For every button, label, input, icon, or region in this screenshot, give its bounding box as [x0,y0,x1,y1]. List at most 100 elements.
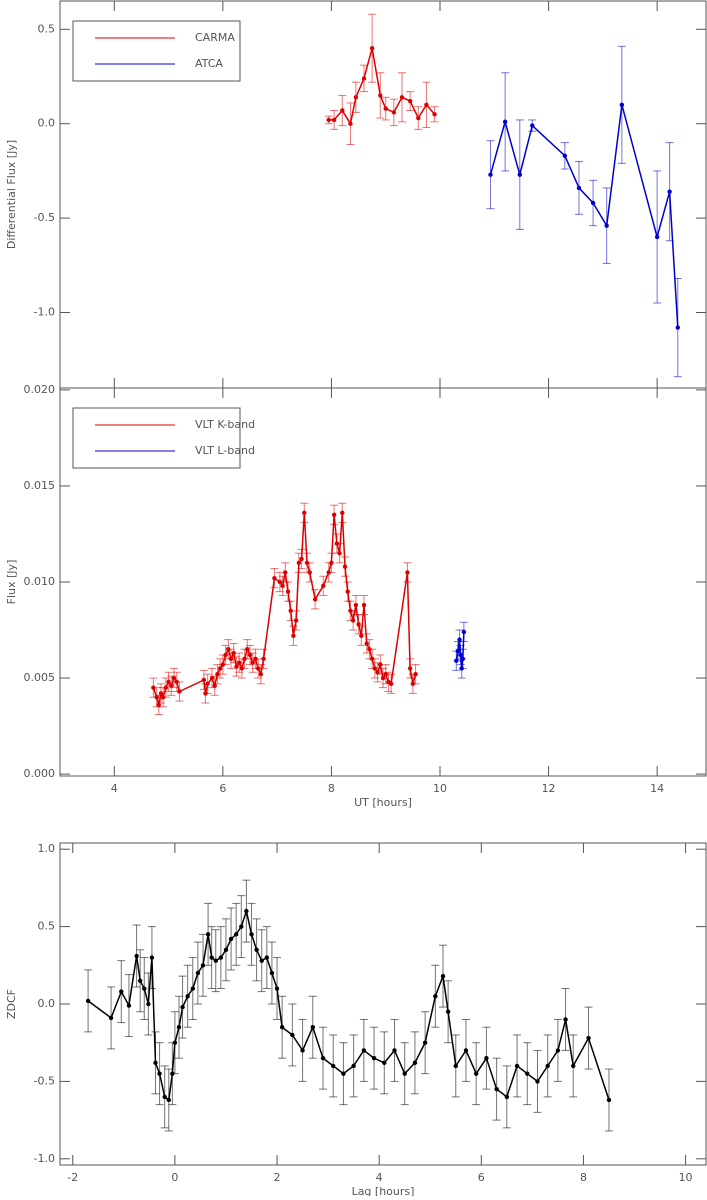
data-point [380,675,386,681]
data-point [299,556,304,562]
data-point [253,656,258,662]
data-point [285,589,291,594]
data-point [169,683,174,688]
x-tick-label: 8 [580,1171,587,1184]
y-tick-label: 0.5 [38,920,56,933]
x-tick-label: 4 [111,782,118,795]
data-point [146,1001,151,1007]
data-point [185,994,190,999]
data-point [453,1063,458,1069]
data-point [586,1035,591,1041]
data-point [361,602,367,608]
data-point [440,973,446,979]
data-point [460,656,465,662]
data-point [350,618,356,623]
data-point [388,681,394,687]
data-point [326,570,331,575]
data-point [156,702,161,708]
data-point [619,102,625,108]
data-point [259,958,264,963]
data-point [162,1094,167,1100]
data-point [361,1048,367,1053]
x-tick-label: 10 [433,782,447,795]
data-point [369,45,375,51]
data-point [226,647,231,652]
data-point [517,172,522,177]
data-point [223,652,228,658]
data-point [231,650,236,656]
data-point [170,1071,175,1076]
y-tick-label: 1.0 [38,842,56,855]
data-point [261,656,266,662]
data-point [457,637,462,642]
data-point [502,119,508,125]
x-tick-label: 8 [328,782,335,795]
data-point [372,666,378,671]
data-point [291,633,296,638]
data-point [195,970,201,976]
data-point [555,1048,561,1053]
data-point [590,200,596,206]
data-point [307,570,312,575]
data-point [288,608,293,614]
data-point [402,1071,407,1076]
legend-label: CARMA [195,31,235,44]
data-line [489,104,679,328]
data-point [245,647,250,652]
y-tick-label: -0.5 [34,1074,55,1087]
data-point [217,666,223,671]
data-point [157,1071,162,1076]
data-point [209,675,215,681]
data-point [331,117,337,123]
data-point [249,932,254,937]
data-point [290,1032,295,1038]
data-point [412,1060,418,1066]
data-point [205,932,211,937]
data-point [223,947,229,953]
data-point [280,583,285,589]
data-point [371,1055,377,1061]
data-point [201,677,207,683]
x-tick-label: 6 [219,782,226,795]
x-tick-label: -2 [67,1171,78,1184]
data-point [488,172,493,177]
data-point [158,691,164,696]
data-point [190,986,195,991]
data-point [320,1055,326,1061]
data-point [234,664,239,669]
data-point [341,1071,346,1076]
y-tick-label: -1.0 [34,305,55,318]
data-point [382,1060,387,1066]
data-point [180,1004,185,1010]
data-point [675,325,680,330]
data-point [236,660,242,665]
data-point [399,95,405,100]
data-point [272,575,277,581]
data-line [87,908,610,1102]
data-point [422,1040,428,1045]
data-point [459,666,464,671]
y-tick-label: 0.010 [24,575,56,588]
y-tick-label: 0.015 [24,479,56,492]
data-point [209,955,214,960]
data-point [242,656,247,662]
data-point [348,121,353,126]
data-point [126,1003,132,1008]
data-point [142,986,147,991]
data-point [220,662,226,667]
data-point [383,671,388,677]
y-tick-label: 0.0 [38,117,56,130]
data-point [525,1071,530,1076]
data-point [535,1079,540,1084]
y-tick-label: 0.020 [24,383,56,396]
data-point [247,652,253,658]
y-axis-label: ZDCF [5,989,18,1019]
data-point [160,695,166,700]
data-point [154,695,159,700]
data-point [218,955,224,960]
data-point [405,570,410,575]
data-point [361,76,367,81]
y-tick-label: 0.005 [24,671,56,684]
data-point [514,1063,520,1069]
data-point [134,953,139,959]
